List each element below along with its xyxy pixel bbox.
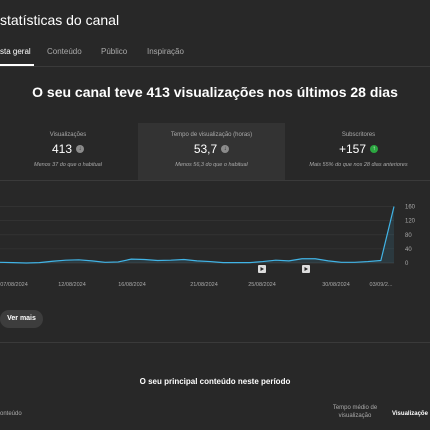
column-header-views[interactable]: Visualizaçõe xyxy=(392,411,428,417)
metric-label: Subscritores xyxy=(341,132,376,138)
y-tick-label: 0 xyxy=(405,261,409,267)
data-point xyxy=(209,261,211,263)
metric-comparison-note: Menos 56,3 do que o habitual xyxy=(175,162,248,168)
data-point xyxy=(65,259,67,261)
metric-label: Visualizações xyxy=(49,132,87,138)
data-point xyxy=(222,262,224,264)
data-point xyxy=(104,261,106,263)
column-header-content[interactable]: onteúdo xyxy=(0,411,22,417)
page-title: statísticas do canal xyxy=(0,12,120,28)
data-point xyxy=(91,260,93,262)
arrow-up-icon: ↑ xyxy=(370,145,379,153)
active-tab-indicator xyxy=(0,64,34,66)
metric-comparison-note: Menos 37 do que o habitual xyxy=(34,162,102,168)
x-tick-label: 16/08/2024 xyxy=(118,282,146,288)
tab-overview[interactable]: sta geral xyxy=(0,47,31,56)
summary-headline: O seu canal teve 413 visualizações nos ú… xyxy=(32,84,398,100)
metric-comparison-note: Mais 55% do que nos 28 dias anteriores xyxy=(309,162,408,168)
play-icon xyxy=(260,267,264,271)
data-point xyxy=(117,261,119,263)
data-point xyxy=(328,260,330,262)
x-tick-label: 30/08/2024 xyxy=(322,282,350,288)
cards-divider xyxy=(0,180,430,181)
play-icon xyxy=(304,267,308,271)
data-point xyxy=(367,261,369,263)
y-tick-label: 120 xyxy=(405,219,416,225)
see-more-button[interactable]: Ver mais xyxy=(0,310,43,328)
tab-audience[interactable]: Público xyxy=(101,47,128,56)
data-point xyxy=(39,262,41,264)
section-divider xyxy=(0,342,430,343)
data-point xyxy=(354,261,356,263)
tab-inspiration[interactable]: Inspiração xyxy=(147,47,184,56)
data-point xyxy=(131,258,133,260)
column-header-avg-view-duration[interactable]: Tempo médio de visualização xyxy=(332,405,378,419)
x-tick-label: 12/08/2024 xyxy=(58,282,86,288)
data-point xyxy=(301,258,303,260)
data-point xyxy=(249,262,251,264)
metric-card-views[interactable]: Visualizações 413 ↓ Menos 37 do que o ha… xyxy=(0,123,136,180)
metric-card-watch-time[interactable]: Tempo de visualização (horas) 53,7 ↓ Men… xyxy=(138,123,285,180)
data-point xyxy=(157,260,159,262)
data-point xyxy=(25,262,27,264)
y-tick-label: 80 xyxy=(405,233,412,239)
data-point xyxy=(144,259,146,261)
data-point xyxy=(275,259,277,261)
data-point xyxy=(12,262,14,264)
metric-value: 413 xyxy=(51,142,73,156)
data-point xyxy=(314,258,316,260)
series-line xyxy=(0,206,395,264)
arrow-down-icon: ↓ xyxy=(221,145,230,153)
tabs-divider xyxy=(0,66,430,67)
x-tick-label: 25/08/2024 xyxy=(248,282,276,288)
x-tick-label: 07/08/2024 xyxy=(0,282,28,288)
metric-card-subscribers[interactable]: Subscritores +157 ↑ Mais 55% do que nos … xyxy=(287,123,430,180)
metric-value: +157 xyxy=(338,142,367,156)
data-point xyxy=(170,259,172,261)
data-point xyxy=(380,260,382,262)
top-content-title: O seu principal conteúdo neste período xyxy=(139,377,291,386)
data-point xyxy=(183,259,185,261)
data-point xyxy=(288,260,290,262)
data-point xyxy=(393,206,395,208)
arrow-down-icon: ↓ xyxy=(76,145,85,153)
data-point xyxy=(196,260,198,262)
data-point xyxy=(341,261,343,263)
x-tick-label: 03/09/2... xyxy=(370,282,393,288)
x-tick-label: 21/08/2024 xyxy=(190,282,218,288)
data-point xyxy=(262,261,264,263)
data-point xyxy=(52,260,54,262)
data-point xyxy=(236,262,238,264)
views-chart[interactable]: 0 40 80 120 160 07/08/2024 12/08/2024 16/08/202… xyxy=(0,195,430,295)
y-tick-label: 160 xyxy=(405,205,416,211)
metric-value: 53,7 xyxy=(193,142,218,156)
y-tick-label: 40 xyxy=(405,247,412,253)
metric-label: Tempo de visualização (horas) xyxy=(170,132,253,138)
tab-content[interactable]: Conteúdo xyxy=(47,47,82,56)
tab-bar: sta geral Conteúdo Público Inspiração xyxy=(0,44,430,66)
data-point xyxy=(78,259,80,261)
